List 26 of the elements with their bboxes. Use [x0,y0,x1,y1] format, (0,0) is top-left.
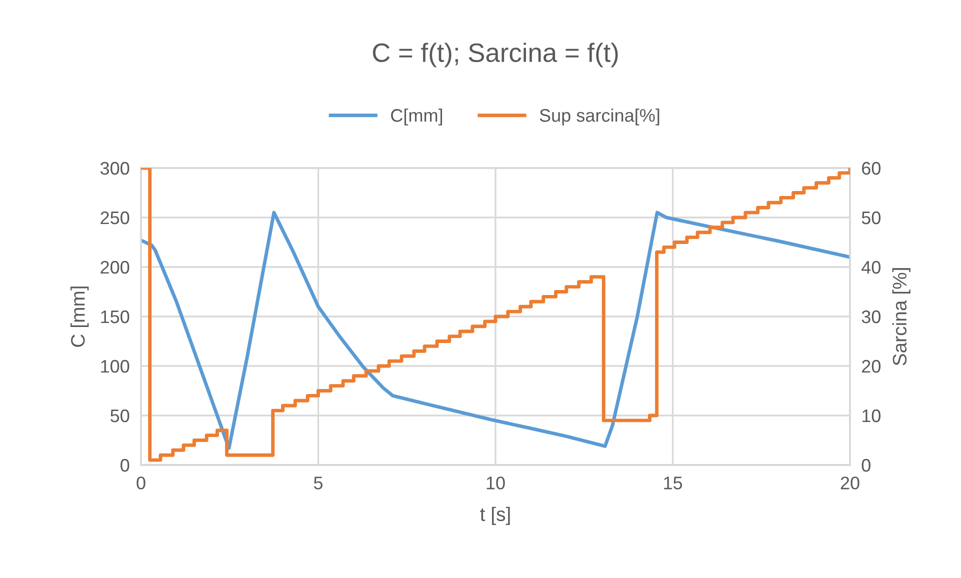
x-tick-label: 20 [840,476,860,490]
y2-tick-label: 0 [862,458,870,472]
y-tick-label: 50 [110,409,130,422]
x-axis-title: t [s] [480,506,510,525]
y-tick-label: 0 [120,458,130,472]
y2-tick-label: 10 [862,409,880,422]
y2-tick-label: 50 [862,211,880,224]
y-axis-title: C [mm] [70,286,89,347]
y-tick-label: 100 [101,360,130,373]
x-tick-label: 10 [486,476,505,490]
y2-tick-label: 60 [862,162,880,175]
y-tick-label: 200 [100,260,130,274]
legend-label: C[mm] [391,108,442,126]
y2-tick-label: 20 [862,360,880,373]
y-tick-label: 300 [100,162,130,175]
legend-label: Sup sarcina[%] [540,108,660,126]
x-tick-label: 5 [314,476,323,490]
y2-tick-label: 30 [862,310,880,324]
line-series [141,210,850,450]
y-tick-label: 250 [100,211,130,224]
x-tick-label: 15 [664,476,682,490]
y2-axis-title: Sarcina [%] [892,268,910,366]
chart-title: C = f(t); Sarcina = f(t) [372,42,618,68]
y-tick-label: 150 [101,310,130,324]
x-tick-label: 0 [136,476,146,490]
y2-tick-label: 40 [862,260,880,274]
